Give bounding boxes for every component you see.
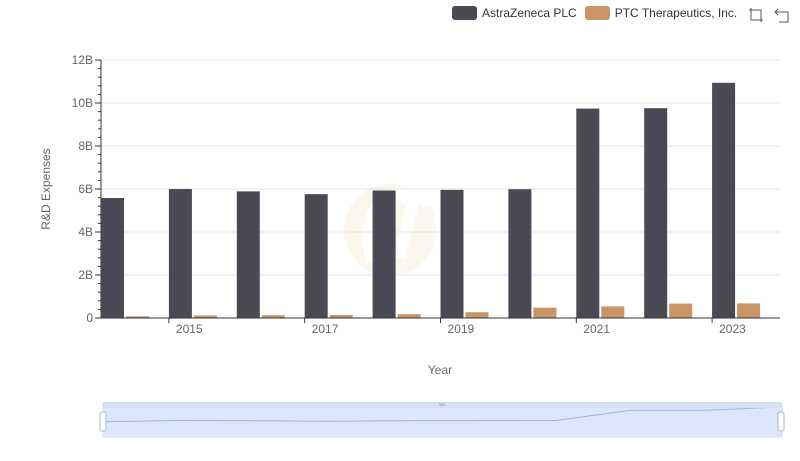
legend: AstraZeneca PLC PTC Therapeutics, Inc. bbox=[452, 4, 745, 22]
data-zoom-slider[interactable] bbox=[99, 402, 785, 438]
bar-ptc-therapeutics-inc-2014[interactable] bbox=[126, 316, 149, 318]
y-tick-label: 8B bbox=[78, 139, 93, 153]
y-tick-label: 10B bbox=[72, 96, 93, 110]
legend-label-astrazeneca: AstraZeneca PLC bbox=[482, 6, 577, 20]
bar-ptc-therapeutics-inc-2021[interactable] bbox=[601, 306, 625, 318]
bar-astrazeneca-plc-2014[interactable] bbox=[101, 198, 124, 318]
x-tick-label: 2015 bbox=[176, 322, 203, 336]
bar-astrazeneca-plc-2016[interactable] bbox=[236, 191, 260, 318]
slider-left-handle[interactable] bbox=[99, 411, 107, 432]
x-tick-label: 2021 bbox=[583, 322, 610, 336]
bar-ptc-therapeutics-inc-2022[interactable] bbox=[669, 303, 693, 318]
bar-ptc-therapeutics-inc-2015[interactable] bbox=[193, 315, 217, 318]
legend-label-ptc: PTC Therapeutics, Inc. bbox=[614, 6, 738, 20]
x-axis: 2015 2017 2019 2021 2023 bbox=[101, 317, 780, 336]
bar-ptc-therapeutics-inc-2017[interactable] bbox=[329, 314, 353, 318]
legend-swatch-ptc bbox=[584, 6, 610, 20]
y-axis: 0 2B 4B 6B 8B 10B 12B bbox=[72, 53, 102, 325]
x-tick-label: 2017 bbox=[312, 322, 339, 336]
y-tick-label: 2B bbox=[78, 268, 93, 282]
bar-ptc-therapeutics-inc-2019[interactable] bbox=[465, 312, 489, 318]
x-axis-title: Year bbox=[428, 363, 452, 377]
bar-astrazeneca-plc-2019[interactable] bbox=[440, 189, 464, 318]
y-tick-label: 12B bbox=[72, 53, 93, 67]
bar-astrazeneca-plc-2023[interactable] bbox=[712, 82, 736, 318]
slider-right-handle[interactable] bbox=[777, 411, 785, 432]
y-tick-label: 0 bbox=[86, 311, 93, 325]
zoom-reset-icon[interactable] bbox=[774, 7, 790, 23]
x-tick-label: 2023 bbox=[719, 322, 746, 336]
bar-ptc-therapeutics-inc-2023[interactable] bbox=[737, 303, 761, 318]
bar-ptc-therapeutics-inc-2016[interactable] bbox=[261, 315, 285, 318]
bar-ptc-therapeutics-inc-2020[interactable] bbox=[533, 307, 557, 318]
zoom-select-icon[interactable] bbox=[748, 7, 764, 23]
legend-swatch-astrazeneca bbox=[452, 6, 477, 20]
bar-astrazeneca-plc-2020[interactable] bbox=[508, 189, 532, 318]
y-tick-label: 6B bbox=[78, 182, 93, 196]
bar-astrazeneca-plc-2022[interactable] bbox=[644, 108, 668, 318]
bar-astrazeneca-plc-2017[interactable] bbox=[304, 194, 328, 318]
x-tick-label: 2019 bbox=[448, 322, 475, 336]
grip-icon[interactable] bbox=[439, 403, 445, 406]
bar-ptc-therapeutics-inc-2018[interactable] bbox=[397, 314, 421, 318]
bar-astrazeneca-plc-2021[interactable] bbox=[576, 108, 600, 318]
bars bbox=[101, 82, 761, 318]
legend-item-astrazeneca[interactable]: AstraZeneca PLC bbox=[452, 6, 577, 20]
y-axis-title: R&D Expenses bbox=[39, 148, 53, 229]
y-tick-label: 4B bbox=[78, 225, 93, 239]
slider-preview-line bbox=[102, 406, 783, 423]
legend-item-ptc[interactable]: PTC Therapeutics, Inc. bbox=[584, 6, 738, 20]
bar-astrazeneca-plc-2015[interactable] bbox=[168, 189, 192, 318]
bar-astrazeneca-plc-2018[interactable] bbox=[372, 190, 396, 318]
